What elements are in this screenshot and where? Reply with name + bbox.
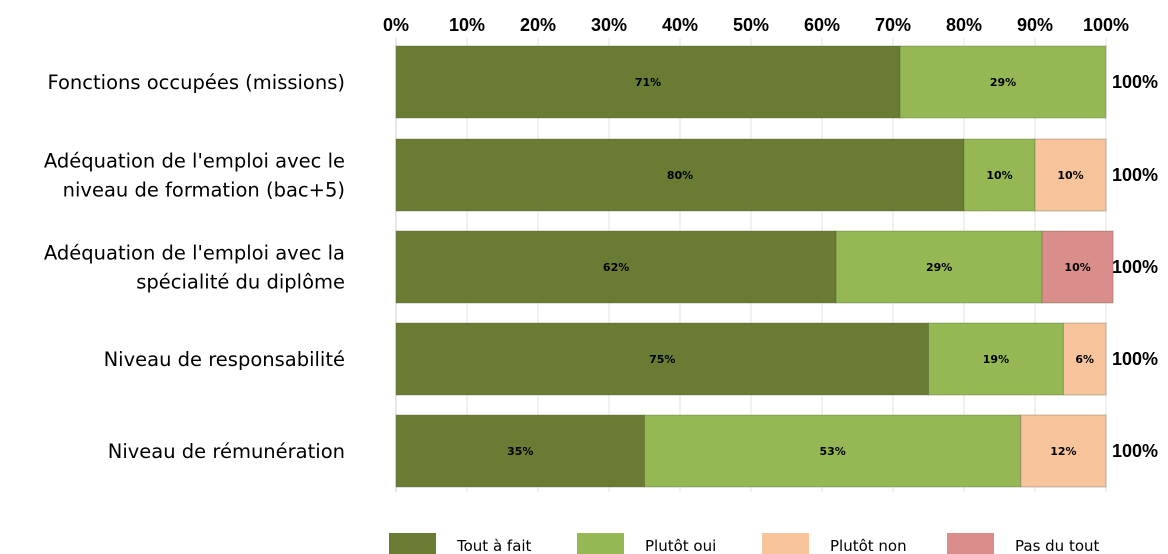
total-label: 100% [1112,441,1158,461]
bar-segment [395,322,929,396]
legend-label: Plutôt oui [645,537,716,554]
data-label: 10% [1057,169,1083,182]
data-label: 29% [926,261,952,274]
legend-swatch [577,533,624,554]
x-tick-label: 100% [1083,15,1129,35]
legend-label: Plutôt non [830,537,907,554]
legend-label: Pas du tout [1015,537,1100,554]
category-label: Adéquation de l'emploi avec le [44,150,345,173]
x-tick-label: 80% [946,15,982,35]
bar-segment [963,138,1036,212]
bar-segment [395,45,901,119]
bar-segment [395,230,837,304]
data-label: 6% [1075,353,1094,366]
bar-segment [1020,414,1107,488]
bar-segment [1062,322,1107,396]
total-label: 100% [1112,257,1158,277]
data-label: 19% [983,353,1009,366]
bar-segment [395,414,645,488]
bar-segment [1034,138,1107,212]
x-tick-label: 30% [591,15,627,35]
data-label: 10% [986,169,1012,182]
category-label: Fonctions occupées (missions) [47,71,345,94]
legend-label: Tout à fait [456,537,532,554]
x-tick-label: 20% [520,15,556,35]
x-tick-label: 50% [733,15,769,35]
data-label: 75% [649,353,675,366]
legend-swatch [389,533,436,554]
data-label: 62% [603,261,629,274]
x-tick-label: 70% [875,15,911,35]
data-label: 10% [1064,261,1090,274]
data-label: 80% [667,169,693,182]
bar-segment [899,45,1107,119]
total-label: 100% [1112,349,1158,369]
x-tick-label: 90% [1017,15,1053,35]
category-label: Adéquation de l'emploi avec la [44,242,345,265]
data-label: 29% [990,76,1016,89]
legend-swatch [947,533,994,554]
bar-segment [835,230,1043,304]
bar-segment [928,322,1064,396]
x-tick-label: 0% [383,15,409,35]
legend-swatch [762,533,809,554]
data-label: 35% [507,445,533,458]
bar-segment [395,138,965,212]
category-label: Niveau de rémunération [108,440,345,463]
data-label: 12% [1050,445,1076,458]
x-tick-label: 10% [449,15,485,35]
total-label: 100% [1112,165,1158,185]
x-tick-label: 40% [662,15,698,35]
category-label: spécialité du diplôme [136,271,345,294]
bar-segment [1041,230,1114,304]
category-label: niveau de formation (bac+5) [63,179,345,202]
total-label: 100% [1112,72,1158,92]
data-label: 53% [819,445,845,458]
x-tick-label: 60% [804,15,840,35]
data-label: 71% [635,76,661,89]
bar-segment [644,414,1022,488]
category-label: Niveau de responsabilité [104,348,345,371]
